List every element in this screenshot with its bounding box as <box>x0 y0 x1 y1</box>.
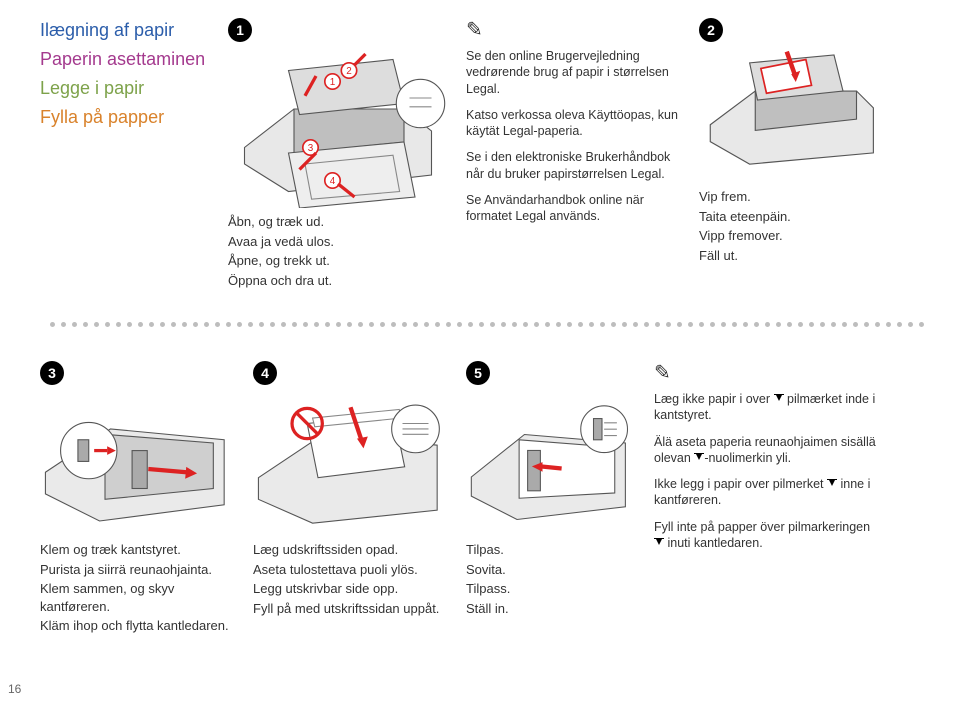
step-4-illustration <box>253 391 448 531</box>
note-bottom-sv-pre: Fyll inte på papper över pilmarkeringen <box>654 520 870 534</box>
arrow-mark-icon <box>694 453 704 463</box>
note-top-no: Se i den elektroniske Brukerhåndbok når … <box>466 149 681 182</box>
edge-guide-icon <box>40 391 235 532</box>
step-4-text-sv: Fyll på med utskriftssidan uppåt. <box>253 600 448 618</box>
arrow-mark-icon <box>827 479 837 489</box>
section-divider-dots <box>40 321 932 327</box>
step-4-text-fi: Aseta tulostettava puoli ylös. <box>253 561 448 579</box>
step-1-text-da: Åbn, og træk ud. <box>228 213 448 231</box>
step-1-text-no: Åpne, og trekk ut. <box>228 252 448 270</box>
arrow-mark-icon <box>774 394 784 404</box>
step-4: 4 Læg udsk <box>253 361 448 637</box>
step-3-caption: Klem og træk kantstyret. Purista ja siir… <box>40 541 235 637</box>
step-1-text-sv: Öppna och dra ut. <box>228 272 448 290</box>
step-2-text-sv: Fäll ut. <box>699 247 879 265</box>
step-2-text-no: Vipp fremover. <box>699 227 879 245</box>
pencil-icon: ✎ <box>654 361 879 385</box>
note-bottom-text: Læg ikke papir i over pilmærket inde i k… <box>654 391 879 561</box>
title-sv: Fylla på papper <box>40 107 210 128</box>
step-3-text-fi: Purista ja siirrä reunaohjainta. <box>40 561 235 579</box>
step-1-number: 1 <box>228 18 252 42</box>
step-5-text-fi: Sovita. <box>466 561 636 579</box>
arrow-mark-icon <box>654 538 664 548</box>
step-1-text-fi: Avaa ja vedä ulos. <box>228 233 448 251</box>
note-bottom-sv-post: inuti kantledaren. <box>664 536 763 550</box>
step-3-text-sv: Kläm ihop och flytta kantledaren. <box>40 617 235 635</box>
svg-text:2: 2 <box>346 66 352 77</box>
step-5: 5 Tilpas. Sovita. Tilpass. <box>466 361 636 637</box>
note-top-text: Se den online Brugervejledning vedrørend… <box>466 48 681 234</box>
step-3-text-no: Klem sammen, og skyv kantføreren. <box>40 580 235 615</box>
svg-text:1: 1 <box>330 77 336 88</box>
step-5-text-sv: Ställ in. <box>466 600 636 618</box>
step-4-text-da: Læg udskriftssiden opad. <box>253 541 448 559</box>
step-5-caption: Tilpas. Sovita. Tilpass. Ställ in. <box>466 541 636 619</box>
step-2-number: 2 <box>699 18 723 42</box>
note-top: ✎ Se den online Brugervejledning vedrøre… <box>466 18 681 291</box>
step-2-text-da: Vip frem. <box>699 188 879 206</box>
step-3: 3 Klem og træk kantst <box>40 361 235 637</box>
title-da: Ilægning af papir <box>40 20 210 41</box>
printer-flip-icon <box>699 46 879 181</box>
svg-text:3: 3 <box>308 143 314 154</box>
fit-guide-icon <box>466 392 636 530</box>
step-1-illustration: 12 34 5 <box>228 48 448 203</box>
note-bottom-no: Ikke legg i papir over pilmerket inne i … <box>654 476 879 509</box>
step-5-text-no: Tilpass. <box>466 580 636 598</box>
step-4-number: 4 <box>253 361 277 385</box>
step-3-text-da: Klem og træk kantstyret. <box>40 541 235 559</box>
note-bottom-no-pre: Ikke legg i papir over pilmerket <box>654 477 827 491</box>
note-top-sv: Se Användarhandbok online när formatet L… <box>466 192 681 225</box>
paper-face-up-icon <box>253 391 448 532</box>
step-2: 2 Vip frem. Taita eteenpäin. Vipp fremov… <box>699 18 879 291</box>
step-3-illustration <box>40 391 235 531</box>
svg-text:4: 4 <box>330 176 336 187</box>
step-4-caption: Læg udskriftssiden opad. Aseta tulostett… <box>253 541 448 619</box>
step-5-illustration <box>466 391 636 531</box>
step-4-text-no: Legg utskrivbar side opp. <box>253 580 448 598</box>
section-titles: Ilægning af papir Paperin asettaminen Le… <box>40 18 210 291</box>
step-5-text-da: Tilpas. <box>466 541 636 559</box>
step-5-number: 5 <box>466 361 490 385</box>
printer-open-icon: 12 34 5 <box>228 43 448 208</box>
note-bottom-da-pre: Læg ikke papir i over <box>654 392 774 406</box>
step-2-caption: Vip frem. Taita eteenpäin. Vipp fremover… <box>699 188 879 266</box>
page-number: 16 <box>8 682 21 696</box>
step-1-caption: Åbn, og træk ud. Avaa ja vedä ulos. Åpne… <box>228 213 448 291</box>
step-1: 1 <box>228 18 448 291</box>
note-bottom-da: Læg ikke papir i over pilmærket inde i k… <box>654 391 879 424</box>
note-top-da: Se den online Brugervejledning vedrørend… <box>466 48 681 97</box>
note-bottom-fi: Älä aseta paperia reunaohjaimen sisällä … <box>654 434 879 467</box>
step-2-illustration <box>699 48 879 178</box>
note-top-fi: Katso verkossa oleva Käyttöopas, kun käy… <box>466 107 681 140</box>
note-bottom-fi-post: -nuolimerkin yli. <box>704 451 791 465</box>
note-bottom-sv: Fyll inte på papper över pilmarkeringen … <box>654 519 879 552</box>
step-2-text-fi: Taita eteenpäin. <box>699 208 879 226</box>
title-no: Legge i papir <box>40 78 210 99</box>
title-fi: Paperin asettaminen <box>40 49 210 70</box>
step-3-number: 3 <box>40 361 64 385</box>
note-bottom: ✎ Læg ikke papir i over pilmærket inde i… <box>654 361 879 637</box>
pencil-icon: ✎ <box>466 18 681 42</box>
